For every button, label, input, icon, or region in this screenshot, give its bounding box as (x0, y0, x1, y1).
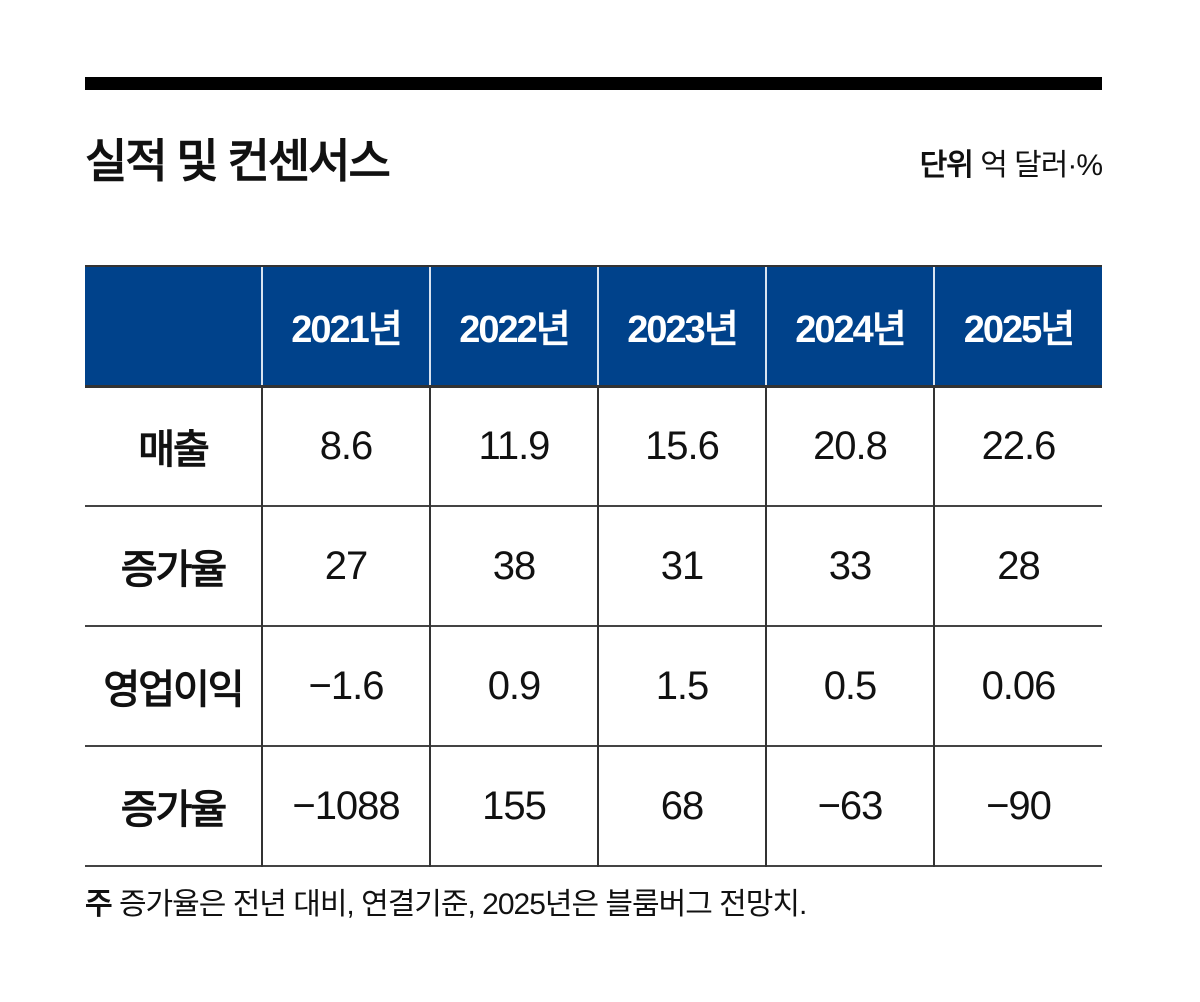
table-cell: 28 (933, 506, 1102, 626)
column-header: 2025년 (933, 265, 1102, 388)
table-cell: −1088 (261, 746, 430, 866)
page-title: 실적 및 컨센서스 (85, 135, 391, 187)
table-cell: −90 (933, 746, 1102, 866)
table-cell: 33 (765, 506, 934, 626)
table-cell: 22.6 (933, 386, 1102, 506)
table-cell: 8.6 (261, 386, 430, 506)
table-cell: 31 (597, 506, 766, 626)
column-header: 2022년 (429, 265, 598, 388)
table-cell: 11.9 (429, 386, 598, 506)
table-cell: 0.5 (765, 626, 934, 746)
table-row: 증가율 27 38 31 33 28 (85, 506, 1102, 626)
column-header: 2023년 (597, 265, 766, 388)
unit-label-value: 억 달러·% (980, 149, 1103, 182)
table-cell: 0.9 (429, 626, 598, 746)
unit-label: 단위 억 달러·% (919, 146, 1103, 186)
table-row: 매출 8.6 11.9 15.6 20.8 22.6 (85, 386, 1102, 506)
column-header: 2024년 (765, 265, 934, 388)
row-label: 증가율 (120, 548, 227, 592)
table-cell: 1.5 (597, 626, 766, 746)
footnote-text: 증가율은 전년 대비, 연결기준, 2025년은 블룸버그 전망치. (118, 888, 807, 921)
data-table: 2021년 2022년 2023년 2024년 2025년 매출 8.6 11.9 15.6 2… (85, 265, 1102, 867)
footnote: 주 증가율은 전년 대비, 연결기준, 2025년은 블룸버그 전망치. (85, 885, 807, 925)
table-cell: 68 (597, 746, 766, 866)
table-cell: 38 (429, 506, 598, 626)
table-row: 영업이익 −1.6 0.9 1.5 0.5 0.06 (85, 626, 1102, 746)
table-row: 증가율 −1088 155 68 −63 −90 (85, 746, 1102, 866)
table-cell: −1.6 (261, 626, 430, 746)
unit-label-key: 단위 (919, 149, 974, 182)
table-cell: 15.6 (597, 386, 766, 506)
footnote-label: 주 (85, 888, 113, 921)
column-header: 2021년 (261, 265, 430, 388)
header-corner (85, 265, 262, 388)
row-label: 증가율 (120, 788, 227, 832)
top-rule (85, 77, 1102, 90)
table-cell: −63 (765, 746, 934, 866)
table-cell: 27 (261, 506, 430, 626)
table-header-row: 2021년 2022년 2023년 2024년 2025년 (85, 265, 1102, 388)
row-label: 영업이익 (103, 668, 244, 712)
table-cell: 0.06 (933, 626, 1102, 746)
table-cell: 20.8 (765, 386, 934, 506)
table-cell: 155 (429, 746, 598, 866)
row-label: 매출 (138, 428, 210, 473)
